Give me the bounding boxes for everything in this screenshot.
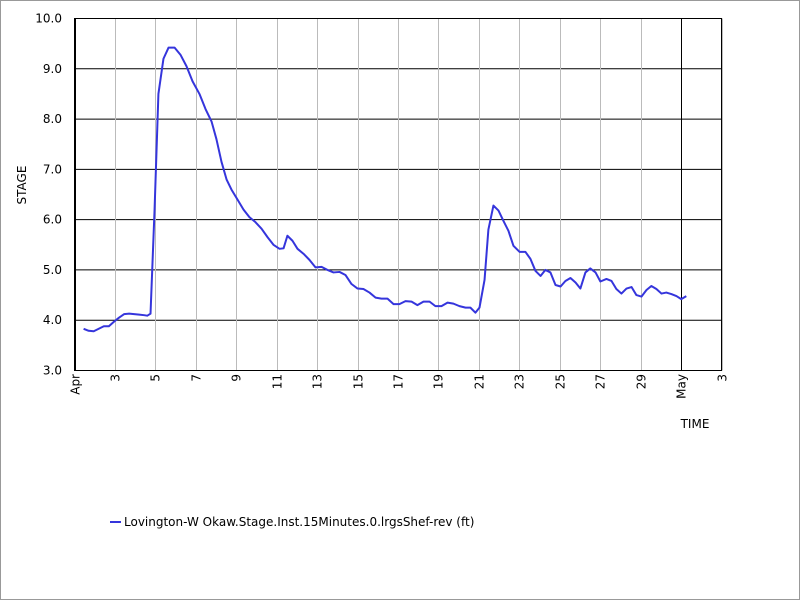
x-tick-label: 25	[554, 374, 568, 389]
grid	[74, 18, 723, 371]
x-tick-label: 15	[352, 374, 366, 389]
x-tick-label: Apr	[69, 374, 83, 395]
x-tick-label: 7	[190, 374, 204, 382]
x-tick-label: May	[675, 374, 689, 399]
x-tick-label: 3	[109, 374, 123, 382]
y-tick-label: 10.0	[35, 12, 62, 26]
y-tick-label: 7.0	[43, 162, 62, 176]
line	[83, 46, 687, 333]
y-tick-label: 9.0	[43, 62, 62, 76]
y-tick-label: 6.0	[43, 213, 62, 227]
x-tick-label: 29	[635, 374, 649, 389]
x-tick-label: 11	[271, 374, 285, 389]
y-tick-label: 5.0	[43, 263, 62, 277]
x-tick-label: 27	[594, 374, 608, 389]
y-tick-label: 3.0	[43, 364, 62, 378]
y-tick-label: 4.0	[43, 313, 62, 327]
x-tick-label: 5	[149, 374, 163, 382]
plot-border	[74, 18, 722, 371]
x-tick-label: 23	[513, 374, 527, 389]
y-axis-label: STAGE	[15, 166, 29, 205]
x-tick-label: 17	[392, 374, 406, 389]
x-tick-label: 9	[230, 374, 244, 382]
x-tick-label: 19	[432, 374, 446, 389]
x-axis-label: TIME	[680, 417, 710, 431]
x-tick-label: 13	[311, 374, 325, 389]
plot	[83, 46, 687, 333]
legend-label: Lovington-W Okaw.Stage.Inst.15Minutes.0.…	[124, 515, 474, 529]
y-tick-label: 8.0	[43, 112, 62, 126]
x-tick-label: 21	[473, 374, 487, 389]
x-tick-label: 3	[716, 374, 730, 382]
